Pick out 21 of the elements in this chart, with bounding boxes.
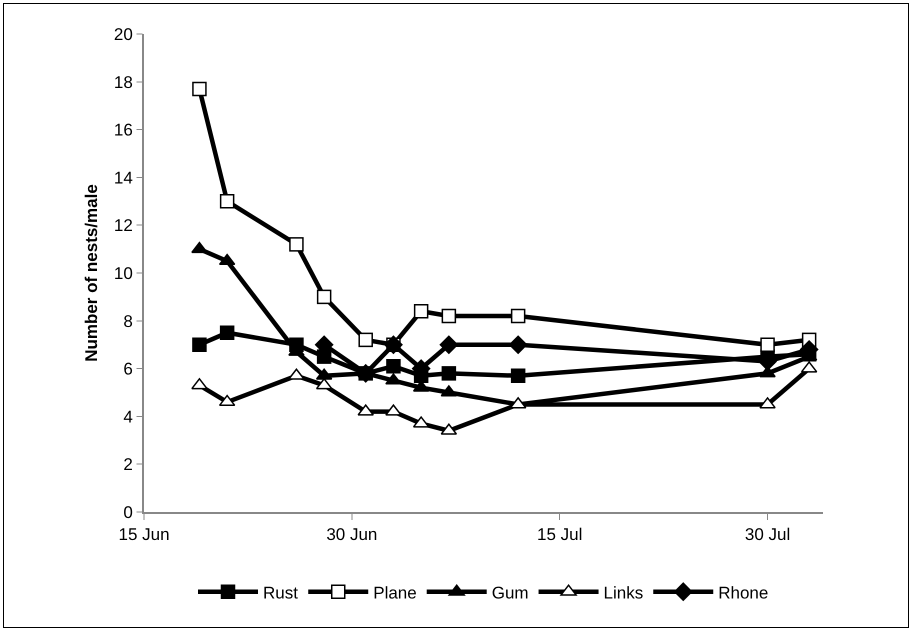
legend-label: Gum [492,583,529,602]
y-tick-label: 20 [114,24,133,44]
y-tick-label: 10 [114,264,133,283]
y-tick-label: 4 [123,407,133,426]
x-tick-label: 30 Jun [326,525,378,544]
y-axis-title: Number of nests/male [82,184,101,362]
x-tick-label: 15 Jun [118,525,170,544]
legend-label: Rhone [718,583,768,602]
y-tick-label: 2 [123,455,133,474]
y-tick-label: 16 [114,120,133,140]
legend-label: Plane [373,583,417,602]
y-tick-label: 18 [114,72,133,92]
y-tick-label: 6 [123,360,133,379]
y-tick-label: 12 [114,216,133,236]
y-tick-label: 0 [123,502,133,522]
legend-label: Rust [263,583,298,602]
x-tick-label: 30 Jul [744,525,790,544]
x-tick-label: 15 Jul [537,525,582,544]
y-tick-label: 8 [123,312,133,331]
legend-label: Links [604,583,644,602]
y-tick-label: 14 [114,168,133,188]
